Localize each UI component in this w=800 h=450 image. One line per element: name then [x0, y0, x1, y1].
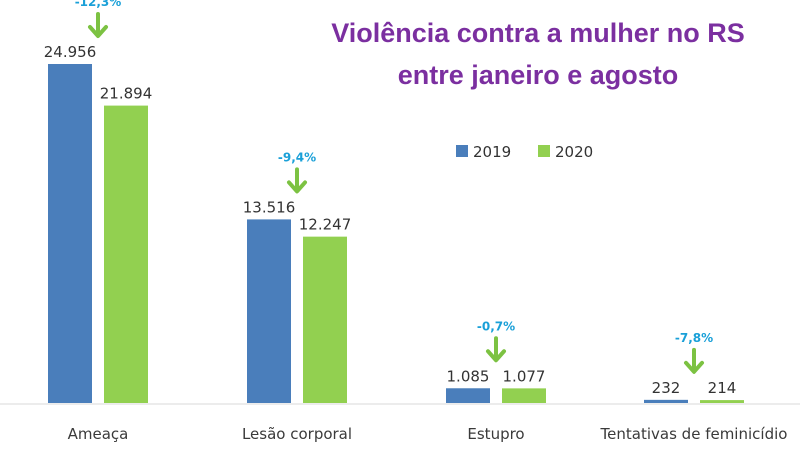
- data-label-2020-3: 214: [708, 379, 737, 397]
- chart-title-line-2: entre janeiro e agosto: [398, 60, 679, 90]
- legend-label-2020: 2020: [555, 143, 593, 161]
- down-arrow-icon: [88, 12, 108, 38]
- category-label-1: Lesão corporal: [242, 425, 352, 443]
- data-label-2020-1: 12.247: [299, 216, 352, 234]
- change-label-0: -12,3%: [75, 0, 122, 9]
- bar-2020-1: [303, 236, 347, 403]
- category-label-3: Tentativas de feminicídio: [600, 425, 788, 443]
- data-label-2020-2: 1.077: [503, 367, 546, 385]
- change-label-2: -0,7%: [477, 319, 515, 333]
- bar-2020-0: [104, 105, 148, 403]
- change-label-3: -7,8%: [675, 331, 713, 345]
- data-label-2019-2: 1.085: [447, 367, 490, 385]
- change-label-1: -9,4%: [278, 150, 316, 164]
- down-arrow-icon: [287, 167, 307, 194]
- bar-2019-3: [644, 399, 688, 403]
- down-arrow-icon: [486, 336, 506, 363]
- category-label-0: Ameaça: [68, 425, 129, 443]
- legend-swatch-2019: [456, 145, 468, 157]
- chart-title-line-1: Violência contra a mulher no RS: [331, 18, 745, 48]
- data-label-2020-0: 21.894: [100, 85, 153, 103]
- bar-2019-0: [48, 64, 92, 403]
- legend: 2019 2020: [456, 143, 593, 161]
- data-label-2019-3: 232: [652, 379, 681, 397]
- data-label-2019-0: 24.956: [44, 43, 97, 61]
- legend-label-2019: 2019: [473, 143, 511, 161]
- bar-2019-1: [247, 219, 291, 403]
- down-arrow-icon: [684, 347, 704, 374]
- bar-2020-2: [502, 388, 546, 403]
- bar-2019-2: [446, 388, 490, 403]
- chart-title: Violência contra a mulher no RS entre ja…: [331, 18, 745, 90]
- category-label-2: Estupro: [467, 425, 524, 443]
- legend-swatch-2020: [538, 145, 550, 157]
- bar-2020-3: [700, 400, 744, 403]
- data-label-2019-1: 13.516: [243, 198, 296, 216]
